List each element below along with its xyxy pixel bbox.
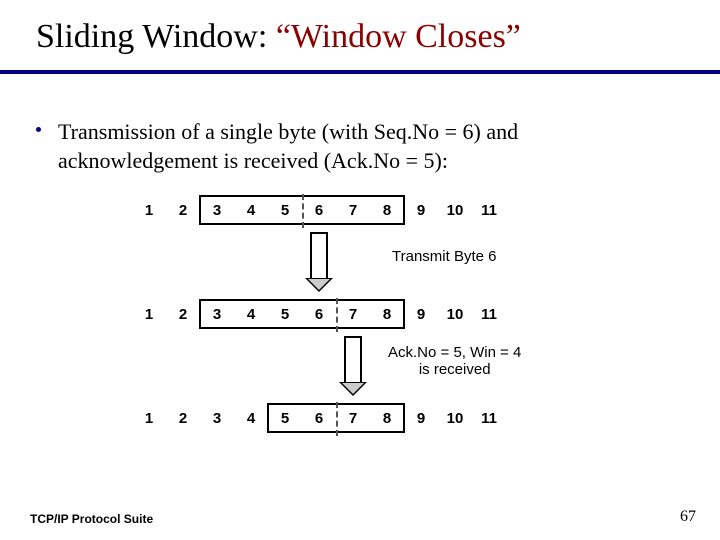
title-underline (0, 70, 720, 74)
byte-cell: 11 (472, 404, 506, 434)
byte-cell: 9 (404, 196, 438, 226)
diagram-caption: Ack.No = 5, Win = 4is received (388, 344, 521, 379)
byte-cell: 4 (234, 404, 268, 434)
byte-cell: 1 (132, 300, 166, 330)
byte-cell: 2 (166, 196, 200, 226)
window-divider (336, 402, 338, 436)
title-part-1: Sliding Window: (36, 18, 276, 55)
byte-cell: 10 (438, 196, 472, 226)
byte-cell: 10 (438, 300, 472, 330)
byte-cell: 1 (132, 404, 166, 434)
byte-cell: 9 (404, 404, 438, 434)
bullet-dot-icon (36, 127, 41, 132)
down-arrow-icon (305, 232, 333, 292)
title-part-2: “Window Closes” (276, 18, 521, 55)
page-number: 67 (680, 508, 696, 526)
bullet-item: Transmission of a single byte (with Seq.… (36, 118, 676, 175)
window-divider (302, 194, 304, 228)
byte-cell: 3 (200, 404, 234, 434)
window-outline (199, 299, 405, 329)
byte-cell: 2 (166, 300, 200, 330)
bullet-text: Transmission of a single byte (with Seq.… (58, 118, 676, 175)
slide-title: Sliding Window: “Window Closes” (36, 18, 521, 55)
byte-cell: 11 (472, 300, 506, 330)
byte-cell: 9 (404, 300, 438, 330)
byte-cell: 2 (166, 404, 200, 434)
byte-cell: 10 (438, 404, 472, 434)
byte-cell: 1 (132, 196, 166, 226)
diagram-caption: Transmit Byte 6 (392, 248, 496, 265)
byte-cell: 11 (472, 196, 506, 226)
footer-label: TCP/IP Protocol Suite (30, 512, 153, 526)
window-divider (336, 298, 338, 332)
down-arrow-icon (339, 336, 367, 396)
